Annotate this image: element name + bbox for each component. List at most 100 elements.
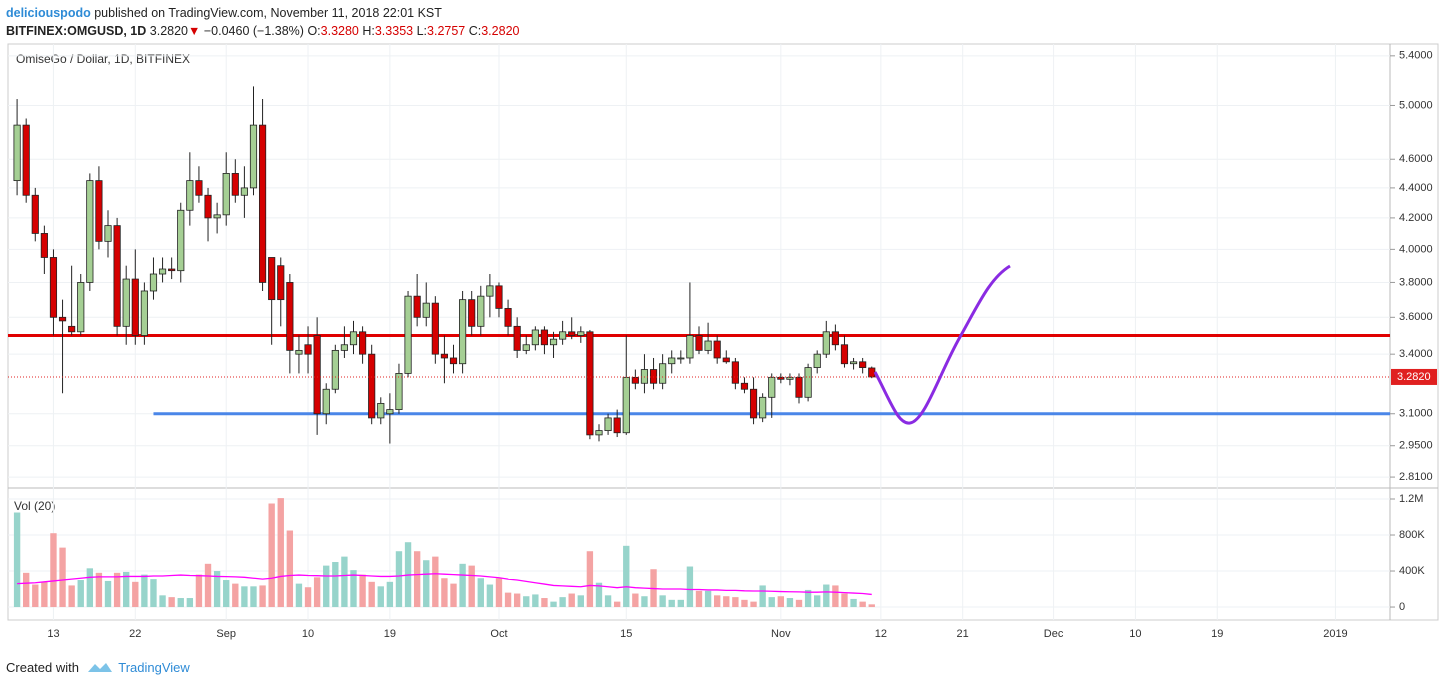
candle-body — [377, 403, 385, 419]
candle-body — [795, 376, 803, 398]
candle-body — [422, 302, 430, 318]
x-tick-label: 19 — [384, 628, 396, 640]
volume-bar — [523, 596, 530, 608]
volume-title: Vol (20) — [14, 499, 55, 513]
volume-bar — [586, 551, 594, 608]
volume-bar — [95, 572, 103, 608]
candle-body — [786, 376, 794, 380]
plot: 13 22 Sep 10 19 Oct 15 Nov 12 21 Dec 10 19 2019 2.8100… — [8, 44, 1437, 640]
volume-bar — [195, 574, 203, 608]
candle-body — [586, 331, 594, 436]
volume-bar — [714, 595, 721, 608]
candle-body — [413, 295, 421, 318]
candle-body — [440, 353, 449, 359]
candle-body — [722, 357, 730, 363]
volume-bar — [677, 599, 684, 608]
candle-body — [213, 214, 221, 219]
vol-y-tick-label: 0 — [1399, 601, 1405, 613]
candle-body — [468, 299, 476, 327]
candle-body — [359, 331, 367, 355]
candle-body — [168, 268, 176, 272]
candle-body — [649, 369, 658, 384]
x-tick-label: Nov — [771, 628, 791, 640]
candle-body — [322, 388, 330, 415]
candle-body — [731, 361, 739, 384]
candle-body — [149, 273, 158, 292]
candle-body — [631, 376, 639, 384]
candle-body — [804, 367, 812, 398]
author[interactable]: deliciouspodo — [6, 6, 91, 20]
volume-bar — [777, 596, 785, 608]
frame — [7, 43, 1439, 621]
volume-bar — [368, 581, 375, 608]
volume-bar — [268, 503, 275, 608]
volume-bar — [750, 601, 757, 608]
volume-bar — [59, 547, 66, 608]
candle-body — [659, 363, 667, 384]
candle-body — [740, 382, 749, 390]
candle-body — [640, 369, 649, 384]
candle-body — [195, 180, 203, 196]
candle-body — [249, 124, 258, 189]
volume-bar — [223, 580, 230, 608]
candle-body — [531, 329, 539, 346]
volume-bar — [123, 571, 130, 608]
chart-title: OmiseGo / Dollar, 1D, BITFINEX — [16, 52, 190, 66]
candle-body — [540, 329, 549, 346]
volume-bar — [159, 595, 166, 608]
candle-body — [13, 124, 21, 182]
volume-bar — [441, 578, 448, 608]
volume-bar — [186, 598, 194, 608]
published: published on TradingView.com, November 1… — [94, 6, 442, 20]
volume-bar — [213, 571, 221, 608]
volume-bar — [86, 568, 94, 608]
candle-body — [504, 308, 512, 327]
candle-body — [822, 331, 830, 355]
symbol: BITFINEX:OMGUSD, 1D — [6, 24, 147, 38]
candle-body — [49, 257, 58, 318]
candle-body — [549, 338, 558, 346]
candle-body — [77, 282, 85, 333]
volume-bar — [459, 563, 466, 608]
down-arrow: ▼ — [188, 24, 201, 38]
logo — [87, 663, 112, 672]
candle-body — [595, 430, 603, 436]
volume-bar — [150, 579, 157, 608]
ohlc-h-value: 3.3353 — [374, 24, 414, 38]
y-tick-label: 2.9500 — [1399, 440, 1433, 452]
volume-bar — [695, 590, 703, 608]
candle-body — [749, 388, 758, 419]
candle-body — [204, 194, 212, 219]
candle-body — [158, 268, 167, 275]
volume-bar — [632, 593, 639, 608]
volume-bar — [32, 584, 39, 608]
candle-body — [113, 225, 121, 327]
brand[interactable]: TradingView — [118, 660, 190, 675]
change: −0.0460 (−1.38%) — [203, 24, 304, 38]
candle-body — [713, 340, 721, 359]
y-tick-label: 3.8000 — [1399, 276, 1433, 288]
volume-bar — [359, 574, 366, 608]
volume-bar — [804, 589, 812, 608]
candle-body — [313, 335, 321, 415]
volume-bar — [868, 604, 875, 608]
y-tick-label: 4.0000 — [1399, 243, 1433, 255]
ohlc-h: H: — [362, 24, 375, 38]
x-tick-label: Oct — [490, 628, 507, 640]
volume-bar — [850, 598, 857, 608]
candle-body — [486, 285, 494, 297]
candle-body — [68, 325, 76, 333]
volume-bar — [286, 530, 294, 608]
volume-bar — [423, 560, 430, 608]
volume-bar — [113, 572, 121, 608]
ohlc-l-value: 3.2757 — [427, 24, 466, 38]
volume-bar — [450, 583, 457, 608]
candle-body — [40, 233, 48, 258]
volume-bar — [177, 598, 184, 608]
vol-y-tick-label: 1.2M — [1399, 493, 1423, 505]
candle-body — [231, 173, 239, 196]
volume-bar — [413, 551, 421, 608]
volume-bar — [704, 590, 712, 608]
candle-body — [868, 367, 876, 378]
candle-body — [568, 331, 576, 336]
